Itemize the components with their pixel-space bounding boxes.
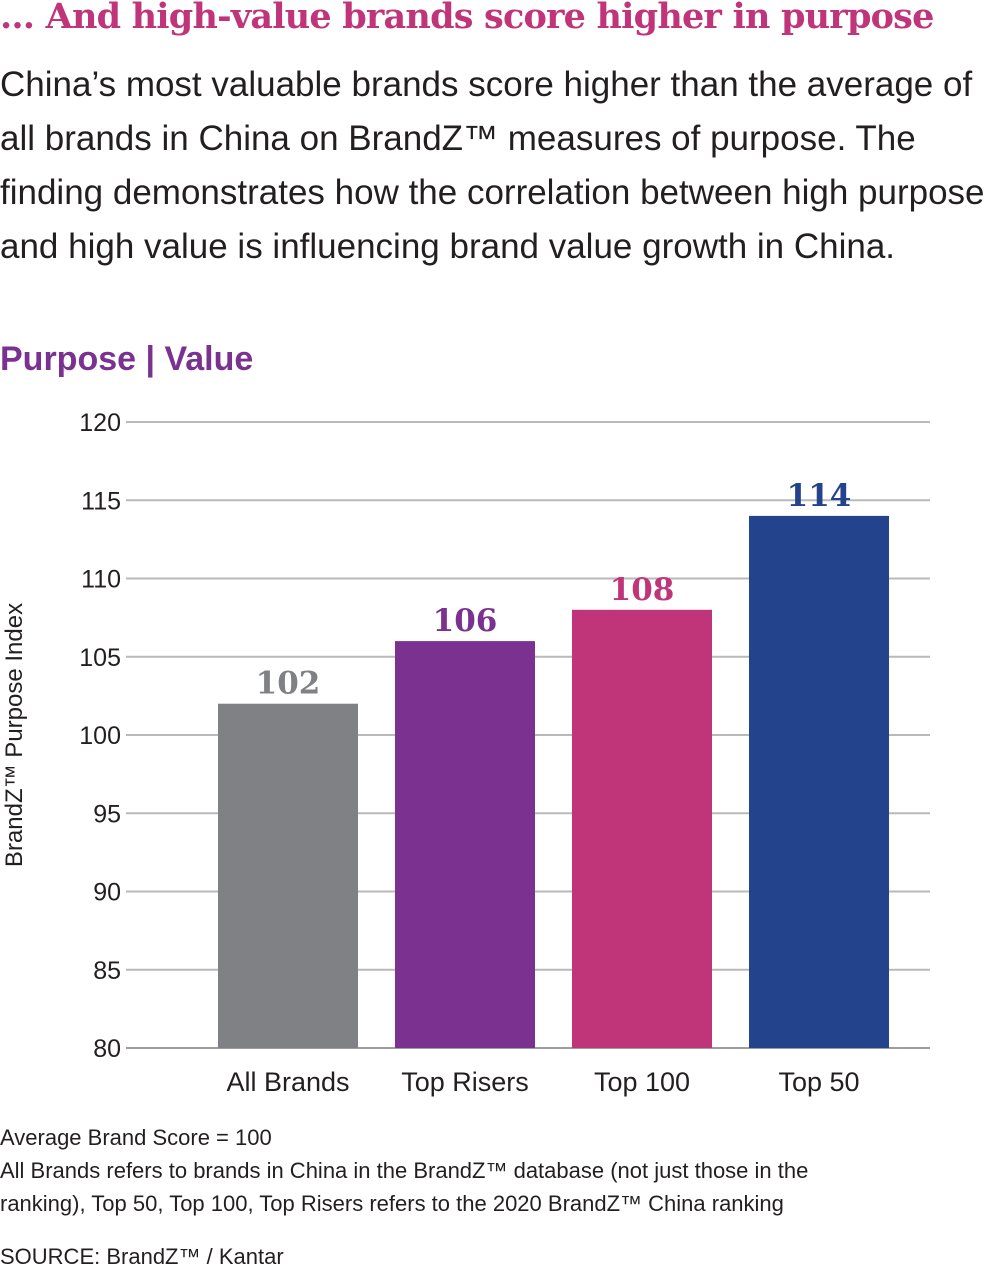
y-tick-label: 115	[81, 487, 121, 515]
y-tick-label: 80	[93, 1035, 121, 1063]
bar	[218, 703, 358, 1048]
y-tick-label: 110	[81, 566, 121, 594]
bars	[218, 515, 889, 1048]
y-tick-labels: 80 85 90 95 100 105 110 115 120	[79, 409, 121, 1063]
x-tick-label: Top Risers	[401, 1067, 529, 1097]
x-tick-labels: All Brands Top Risers Top 100 Top 50	[226, 1067, 859, 1097]
data-labels: 102 106 108 114	[256, 478, 852, 702]
note-line-1: Average Brand Score = 100	[0, 1125, 272, 1150]
bar-chart: 80 85 90 95 100 105 110 115 120 BrandZ™ Purpose …	[1, 409, 930, 1097]
intro-paragraph: China’s most valuable brands score highe…	[0, 65, 985, 266]
bar	[749, 515, 889, 1048]
note-line-3: ranking), Top 50, Top 100, Top Risers re…	[0, 1191, 784, 1216]
y-axis-label: BrandZ™ Purpose Index	[1, 603, 28, 867]
y-tick-label: 85	[93, 957, 121, 985]
headline: … And high-value brands score higher in …	[0, 0, 934, 37]
chart-notes: Average Brand Score = 100 All Brands ref…	[0, 1121, 987, 1220]
y-tick-label: 100	[79, 722, 121, 750]
bar	[572, 609, 712, 1048]
data-label: 106	[433, 603, 498, 639]
y-tick-label: 90	[93, 879, 121, 907]
chart-subhead: Purpose | Value	[0, 340, 254, 378]
y-tick-label: 95	[93, 800, 121, 828]
data-label: 108	[610, 572, 675, 608]
note-line-2: All Brands refers to brands in China in …	[0, 1158, 809, 1183]
data-label: 114	[787, 478, 852, 514]
y-tick-label: 120	[79, 409, 121, 437]
x-tick-label: Top 100	[594, 1067, 690, 1097]
data-label: 102	[256, 666, 321, 702]
bar	[395, 641, 535, 1048]
source-note: SOURCE: BrandZ™ / Kantar	[0, 1244, 284, 1269]
x-tick-label: All Brands	[226, 1067, 349, 1097]
y-tick-label: 105	[79, 644, 121, 672]
x-tick-label: Top 50	[778, 1067, 859, 1097]
